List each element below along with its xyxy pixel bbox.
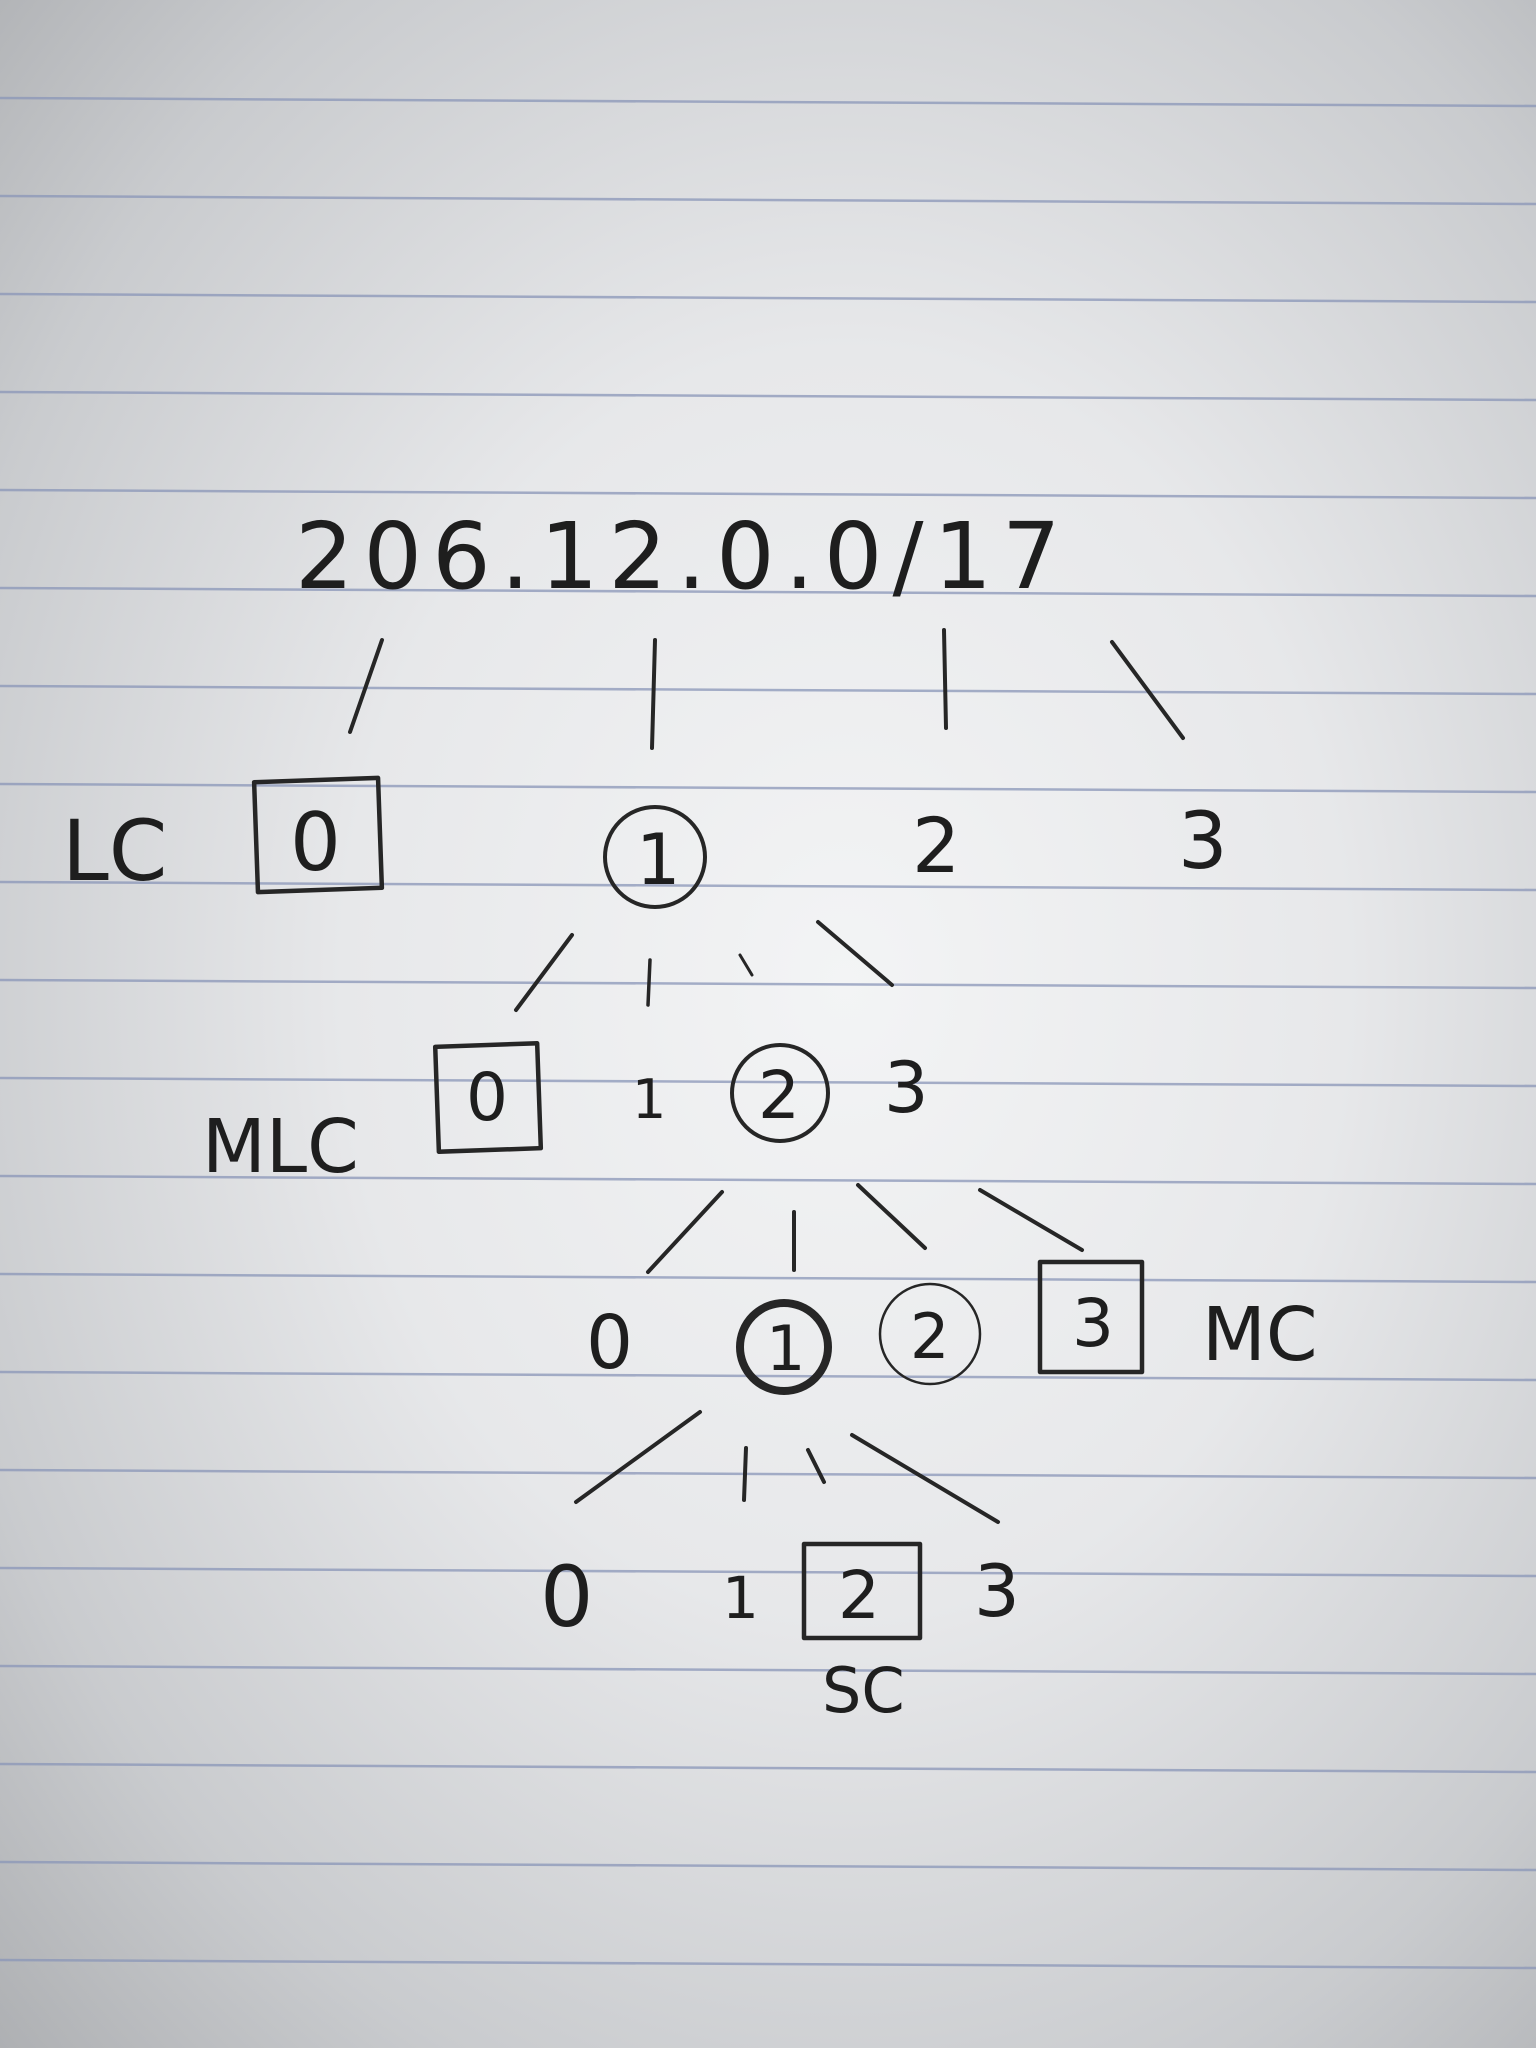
ruled-line [0,292,1536,304]
branches-level3 [646,1183,1084,1274]
svg-text:3: 3 [1072,1285,1114,1362]
level3-node-0: 0 [586,1300,633,1386]
svg-text:2: 2 [838,1557,880,1634]
level1-node-0: 0 [251,775,385,895]
ruled-line [0,488,1536,500]
mc-label: MC [1202,1292,1318,1378]
level2-node-0: 0 [432,1041,544,1154]
network-address: 206.12.0.0/17 [295,503,1071,610]
svg-text:2: 2 [758,1057,800,1134]
level2-node-2: 2 [730,1043,830,1143]
lc-label: LC [62,802,167,900]
level2-node-2-circle [730,1043,830,1143]
level4-node-0: 0 [540,1548,593,1646]
ruled-line [0,1762,1536,1774]
ruled-line [0,978,1536,990]
ruled-line [0,1664,1536,1676]
level1-node-1: 1 [603,805,707,909]
ruled-line [0,1566,1536,1578]
ruled-line [0,1370,1536,1382]
sc-box [801,1541,923,1641]
svg-text:1: 1 [766,1312,805,1385]
level4-node-2: 2 [801,1541,923,1641]
level3-node-2: 2 [878,1282,982,1386]
branches-level2 [514,920,894,1012]
ruled-line [0,96,1536,108]
lc-box [251,775,385,895]
ruled-line [0,1860,1536,1872]
level3-node-3: 3 [1037,1259,1145,1375]
mc-box [1037,1259,1145,1375]
ruled-line [0,1272,1536,1284]
level4-node-3: 3 [974,1549,1020,1633]
svg-text:0: 0 [466,1059,508,1136]
sc-label: SC [822,1654,905,1727]
level3-node-2-circle [878,1282,982,1386]
ruled-line [0,194,1536,206]
mlc-label: MLC [202,1104,359,1190]
svg-text:1: 1 [636,819,681,901]
ruled-line [0,684,1536,696]
level4-node-1: 1 [722,1564,759,1632]
ruled-line [0,390,1536,402]
branches-level4 [574,1410,1000,1524]
branches-level1 [348,628,1185,750]
level1-node-3: 3 [1178,797,1228,887]
ruled-line [0,1468,1536,1480]
ruled-line [0,586,1536,598]
level1-node-2: 2 [912,801,960,890]
level3-node-1: 1 [736,1299,832,1395]
svg-text:2: 2 [910,1300,949,1373]
ruled-line [0,1076,1536,1088]
level2-node-3: 3 [884,1047,929,1129]
mlc-box [432,1041,544,1154]
ruled-line [0,1174,1536,1186]
level3-node-1-circle [736,1299,832,1395]
svg-text:0: 0 [290,796,341,889]
level1-node-1-circle [603,805,707,909]
level2-node-1: 1 [632,1068,666,1131]
ruled-line [0,1958,1536,1970]
